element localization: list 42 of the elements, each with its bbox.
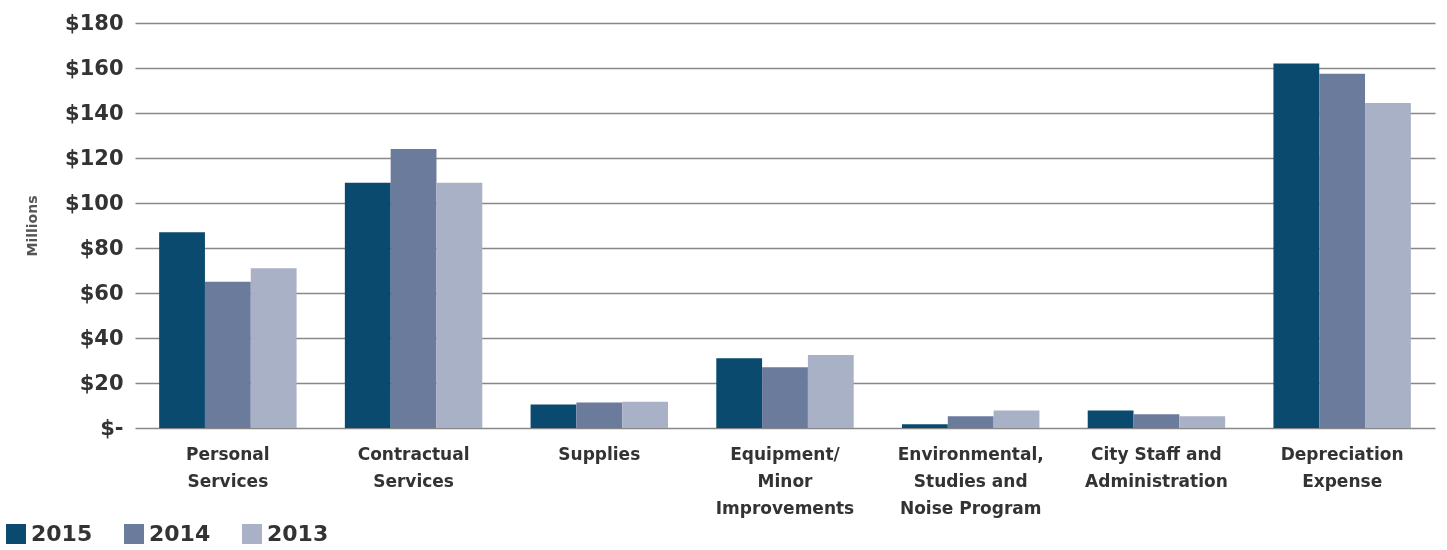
x-tick-label: Equipment/ Minor Improvements <box>715 443 855 518</box>
bar <box>530 404 577 428</box>
x-tick-label: City Staff and Administration <box>1085 443 1228 491</box>
y-tick-label: $160 <box>65 55 124 80</box>
y-tick-label: $20 <box>79 370 124 395</box>
y-tick-label: $120 <box>65 145 124 170</box>
bar <box>390 149 437 428</box>
x-tick-label: Environmental, Studies and Noise Program <box>897 443 1044 518</box>
bar <box>344 182 391 428</box>
x-tick-label: Depreciation Expense <box>1280 443 1404 491</box>
bar <box>1365 102 1411 428</box>
legend-label: 2015 <box>31 521 93 546</box>
bar <box>622 401 668 428</box>
x-tick-label: Contractual Services <box>357 443 470 491</box>
bar <box>1273 63 1320 428</box>
bar <box>204 281 251 428</box>
bar <box>1179 416 1226 428</box>
bar <box>1133 414 1180 428</box>
y-tick-label: $100 <box>65 190 124 215</box>
bar <box>1319 73 1366 428</box>
y-tick-label: $180 <box>65 10 124 35</box>
y-tick-label: $140 <box>65 100 124 125</box>
bar <box>436 182 483 428</box>
bar <box>762 367 808 428</box>
y-tick-label: $40 <box>79 325 124 350</box>
y-tick-label: $- <box>100 415 124 440</box>
bar <box>576 402 623 428</box>
bar <box>902 424 948 428</box>
bar <box>716 358 763 428</box>
x-tick-label: Supplies <box>558 443 641 464</box>
legend-label: 2014 <box>149 521 211 546</box>
y-tick-label: $80 <box>79 235 124 260</box>
bar <box>993 410 1040 428</box>
bar <box>1087 410 1134 428</box>
bar <box>947 416 994 428</box>
legend-label: 2013 <box>267 521 329 546</box>
bar <box>159 232 205 428</box>
bar <box>807 354 854 428</box>
y-axis-title: Millions <box>24 195 41 257</box>
y-tick-label: $60 <box>79 280 124 305</box>
bar <box>250 268 297 428</box>
x-tick-label: Personal Services <box>186 443 270 491</box>
